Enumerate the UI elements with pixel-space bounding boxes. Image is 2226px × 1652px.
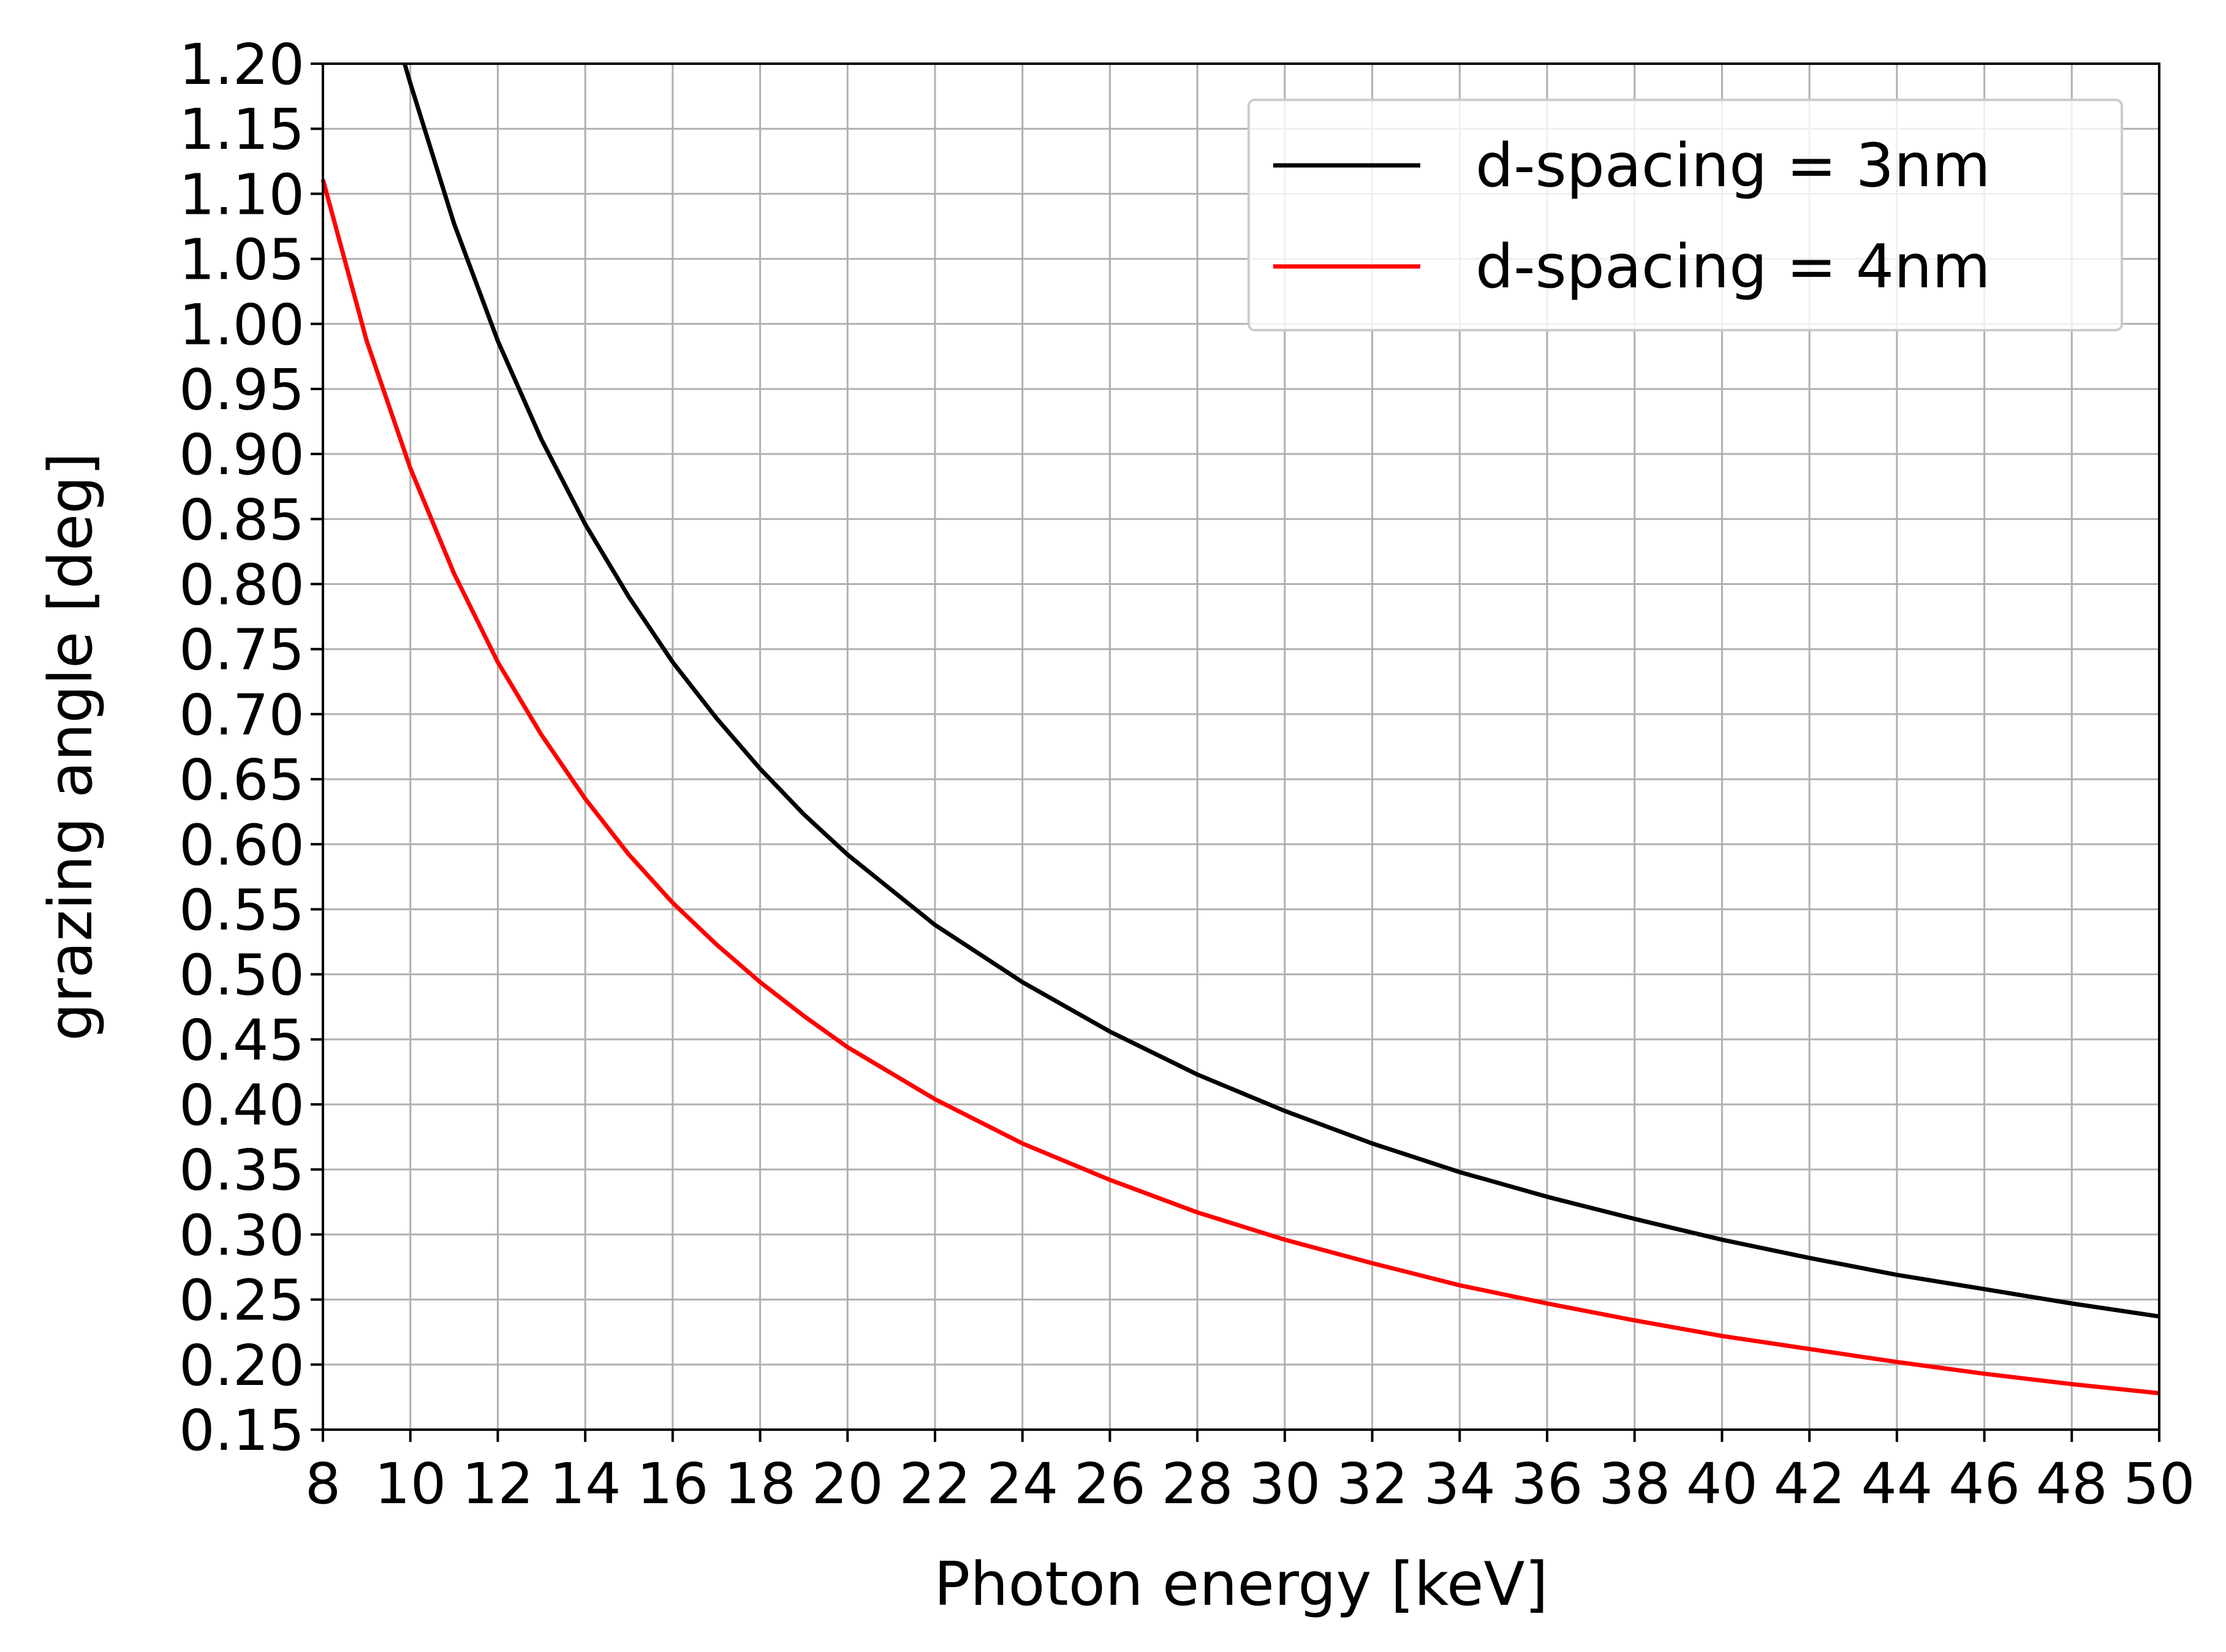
y-tick-label: 0.50: [179, 943, 305, 1008]
y-tick-label: 0.15: [179, 1398, 305, 1463]
y-tick-label: 0.45: [179, 1008, 305, 1073]
x-tick-label: 46: [1948, 1451, 2020, 1517]
legend-label-4nm: d-spacing = 4nm: [1475, 232, 1991, 302]
y-tick-label: 0.75: [179, 617, 305, 683]
y-tick-label: 1.20: [179, 32, 305, 97]
y-tick-label: 1.05: [179, 227, 305, 293]
plot-frame: [322, 62, 2160, 1431]
x-axis-ticks: 8 10 12 14 16 18 20 22 24 26 28 30 32 34 36 38 40 42 44 46 4…: [305, 1430, 2195, 1517]
x-tick-label: 44: [1861, 1451, 1933, 1517]
y-tick-label: 0.95: [179, 357, 305, 423]
x-tick-label: 20: [812, 1451, 884, 1517]
y-tick-label: 0.40: [179, 1073, 305, 1138]
x-axis-label: Photon energy [keV]: [934, 1550, 1548, 1620]
x-tick-label: 12: [462, 1451, 534, 1517]
y-tick-label: 0.85: [179, 487, 305, 553]
x-tick-label: 22: [899, 1451, 971, 1517]
y-tick-label: 1.15: [179, 97, 305, 162]
legend-box: [1247, 99, 2123, 331]
x-tick-label: 36: [1511, 1451, 1583, 1517]
y-axis-ticks: 0.150.200.250.300.350.400.450.500.550.60…: [179, 32, 323, 1463]
y-tick-label: 0.20: [179, 1333, 305, 1398]
y-tick-label: 0.70: [179, 682, 305, 748]
y-tick-label: 0.55: [179, 877, 305, 943]
x-tick-label: 32: [1336, 1451, 1408, 1517]
x-tick-label: 50: [2123, 1451, 2195, 1517]
x-tick-label: 18: [724, 1451, 796, 1517]
y-tick-label: 0.80: [179, 553, 305, 618]
x-tick-label: 26: [1074, 1451, 1146, 1517]
x-tick-label: 24: [986, 1451, 1058, 1517]
y-tick-label: 1.10: [179, 162, 305, 227]
y-tick-label: 1.00: [179, 292, 305, 358]
x-tick-label: 38: [1599, 1451, 1670, 1517]
legend: d-spacing = 3nm d-spacing = 4nm: [1247, 99, 2123, 331]
y-tick-label: 0.65: [179, 747, 305, 813]
y-axis-label: grazing angle [deg]: [36, 453, 106, 1041]
y-tick-label: 0.60: [179, 812, 305, 878]
y-tick-label: 0.90: [179, 422, 305, 488]
y-tick-label: 0.30: [179, 1202, 305, 1268]
x-tick-label: 16: [637, 1451, 708, 1517]
x-tick-label: 8: [305, 1451, 341, 1517]
x-tick-label: 40: [1686, 1451, 1758, 1517]
series-line-4nm: [320, 179, 2160, 1395]
x-tick-label: 42: [1774, 1451, 1846, 1517]
x-tick-label: 34: [1424, 1451, 1496, 1517]
x-tick-label: 48: [2036, 1451, 2108, 1517]
legend-label-3nm: d-spacing = 3nm: [1475, 131, 1991, 201]
x-tick-label: 28: [1162, 1451, 1233, 1517]
series-line-3nm: [403, 63, 2160, 1319]
x-tick-label: 30: [1249, 1451, 1320, 1517]
x-tick-label: 10: [374, 1451, 446, 1517]
plot-lines: [320, 63, 2160, 1395]
y-tick-label: 0.35: [179, 1137, 305, 1203]
y-tick-label: 0.25: [179, 1268, 305, 1333]
x-tick-label: 14: [550, 1451, 621, 1517]
